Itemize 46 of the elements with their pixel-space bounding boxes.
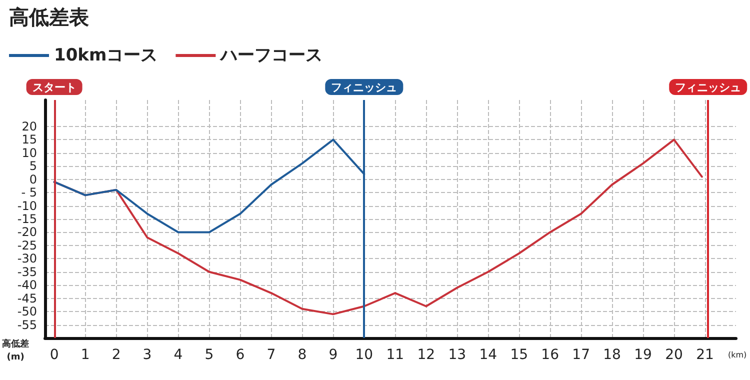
y-tick-label: -15 xyxy=(17,212,37,226)
y-tick-label: 0 xyxy=(29,172,37,186)
x-tick-label: 19 xyxy=(634,347,652,363)
ref-line-label: スタート xyxy=(32,81,76,94)
ref-line-label: フィニッシュ xyxy=(675,81,742,94)
legend-label: 10kmコース xyxy=(54,46,158,66)
y-tick-label: -45 xyxy=(17,291,37,306)
y-tick-label: -50 xyxy=(17,304,37,319)
y-tick-label: -55 xyxy=(17,318,37,332)
x-tick-label: 10 xyxy=(355,347,374,363)
x-tick-label: 6 xyxy=(236,347,245,363)
x-tick-label: 0 xyxy=(50,347,59,363)
chart-title: 高低差表 xyxy=(9,5,89,29)
ref-line-label: フィニッシュ xyxy=(331,81,398,94)
x-tick-label: 14 xyxy=(479,347,498,363)
x-tick-label: 16 xyxy=(541,347,560,363)
x-tick-label: 9 xyxy=(328,347,338,363)
y-tick-label: -40 xyxy=(17,278,37,292)
x-tick-label: 13 xyxy=(448,347,466,363)
x-tick-label: 8 xyxy=(298,347,307,363)
y-tick-label: 20 xyxy=(22,119,37,134)
y-tick-label: -10 xyxy=(17,198,37,213)
y-tick-label: -30 xyxy=(17,252,37,266)
x-tick-label: 2 xyxy=(112,347,121,363)
x-tick-label: 18 xyxy=(603,347,621,363)
x-tick-label: 4 xyxy=(174,347,183,363)
y-tick-label: - 5 xyxy=(21,186,37,200)
x-tick-label: 11 xyxy=(386,347,404,363)
x-tick-label: 1 xyxy=(80,347,90,363)
x-tick-label: 3 xyxy=(142,347,152,363)
y-tick-label: 10 xyxy=(22,146,37,160)
x-tick-label: 7 xyxy=(266,347,276,363)
legend-label: ハーフコース xyxy=(218,46,323,66)
x-tick-label: 21 xyxy=(696,347,714,363)
x-tick-label: 20 xyxy=(665,347,683,363)
y-tick-label: -20 xyxy=(17,225,37,240)
y-tick-label: -35 xyxy=(17,264,37,279)
x-axis-title: (km) xyxy=(728,350,747,360)
y-tick-label: 5 xyxy=(29,159,37,174)
x-tick-label: 5 xyxy=(204,347,214,363)
y-tick-label: 15 xyxy=(22,132,37,147)
y-tick-label: -25 xyxy=(17,238,37,252)
x-tick-label: 12 xyxy=(417,347,436,363)
x-tick-label: 15 xyxy=(510,347,528,363)
y-axis-title: 高低差 (m) xyxy=(2,338,29,362)
x-tick-label: 17 xyxy=(572,347,590,363)
